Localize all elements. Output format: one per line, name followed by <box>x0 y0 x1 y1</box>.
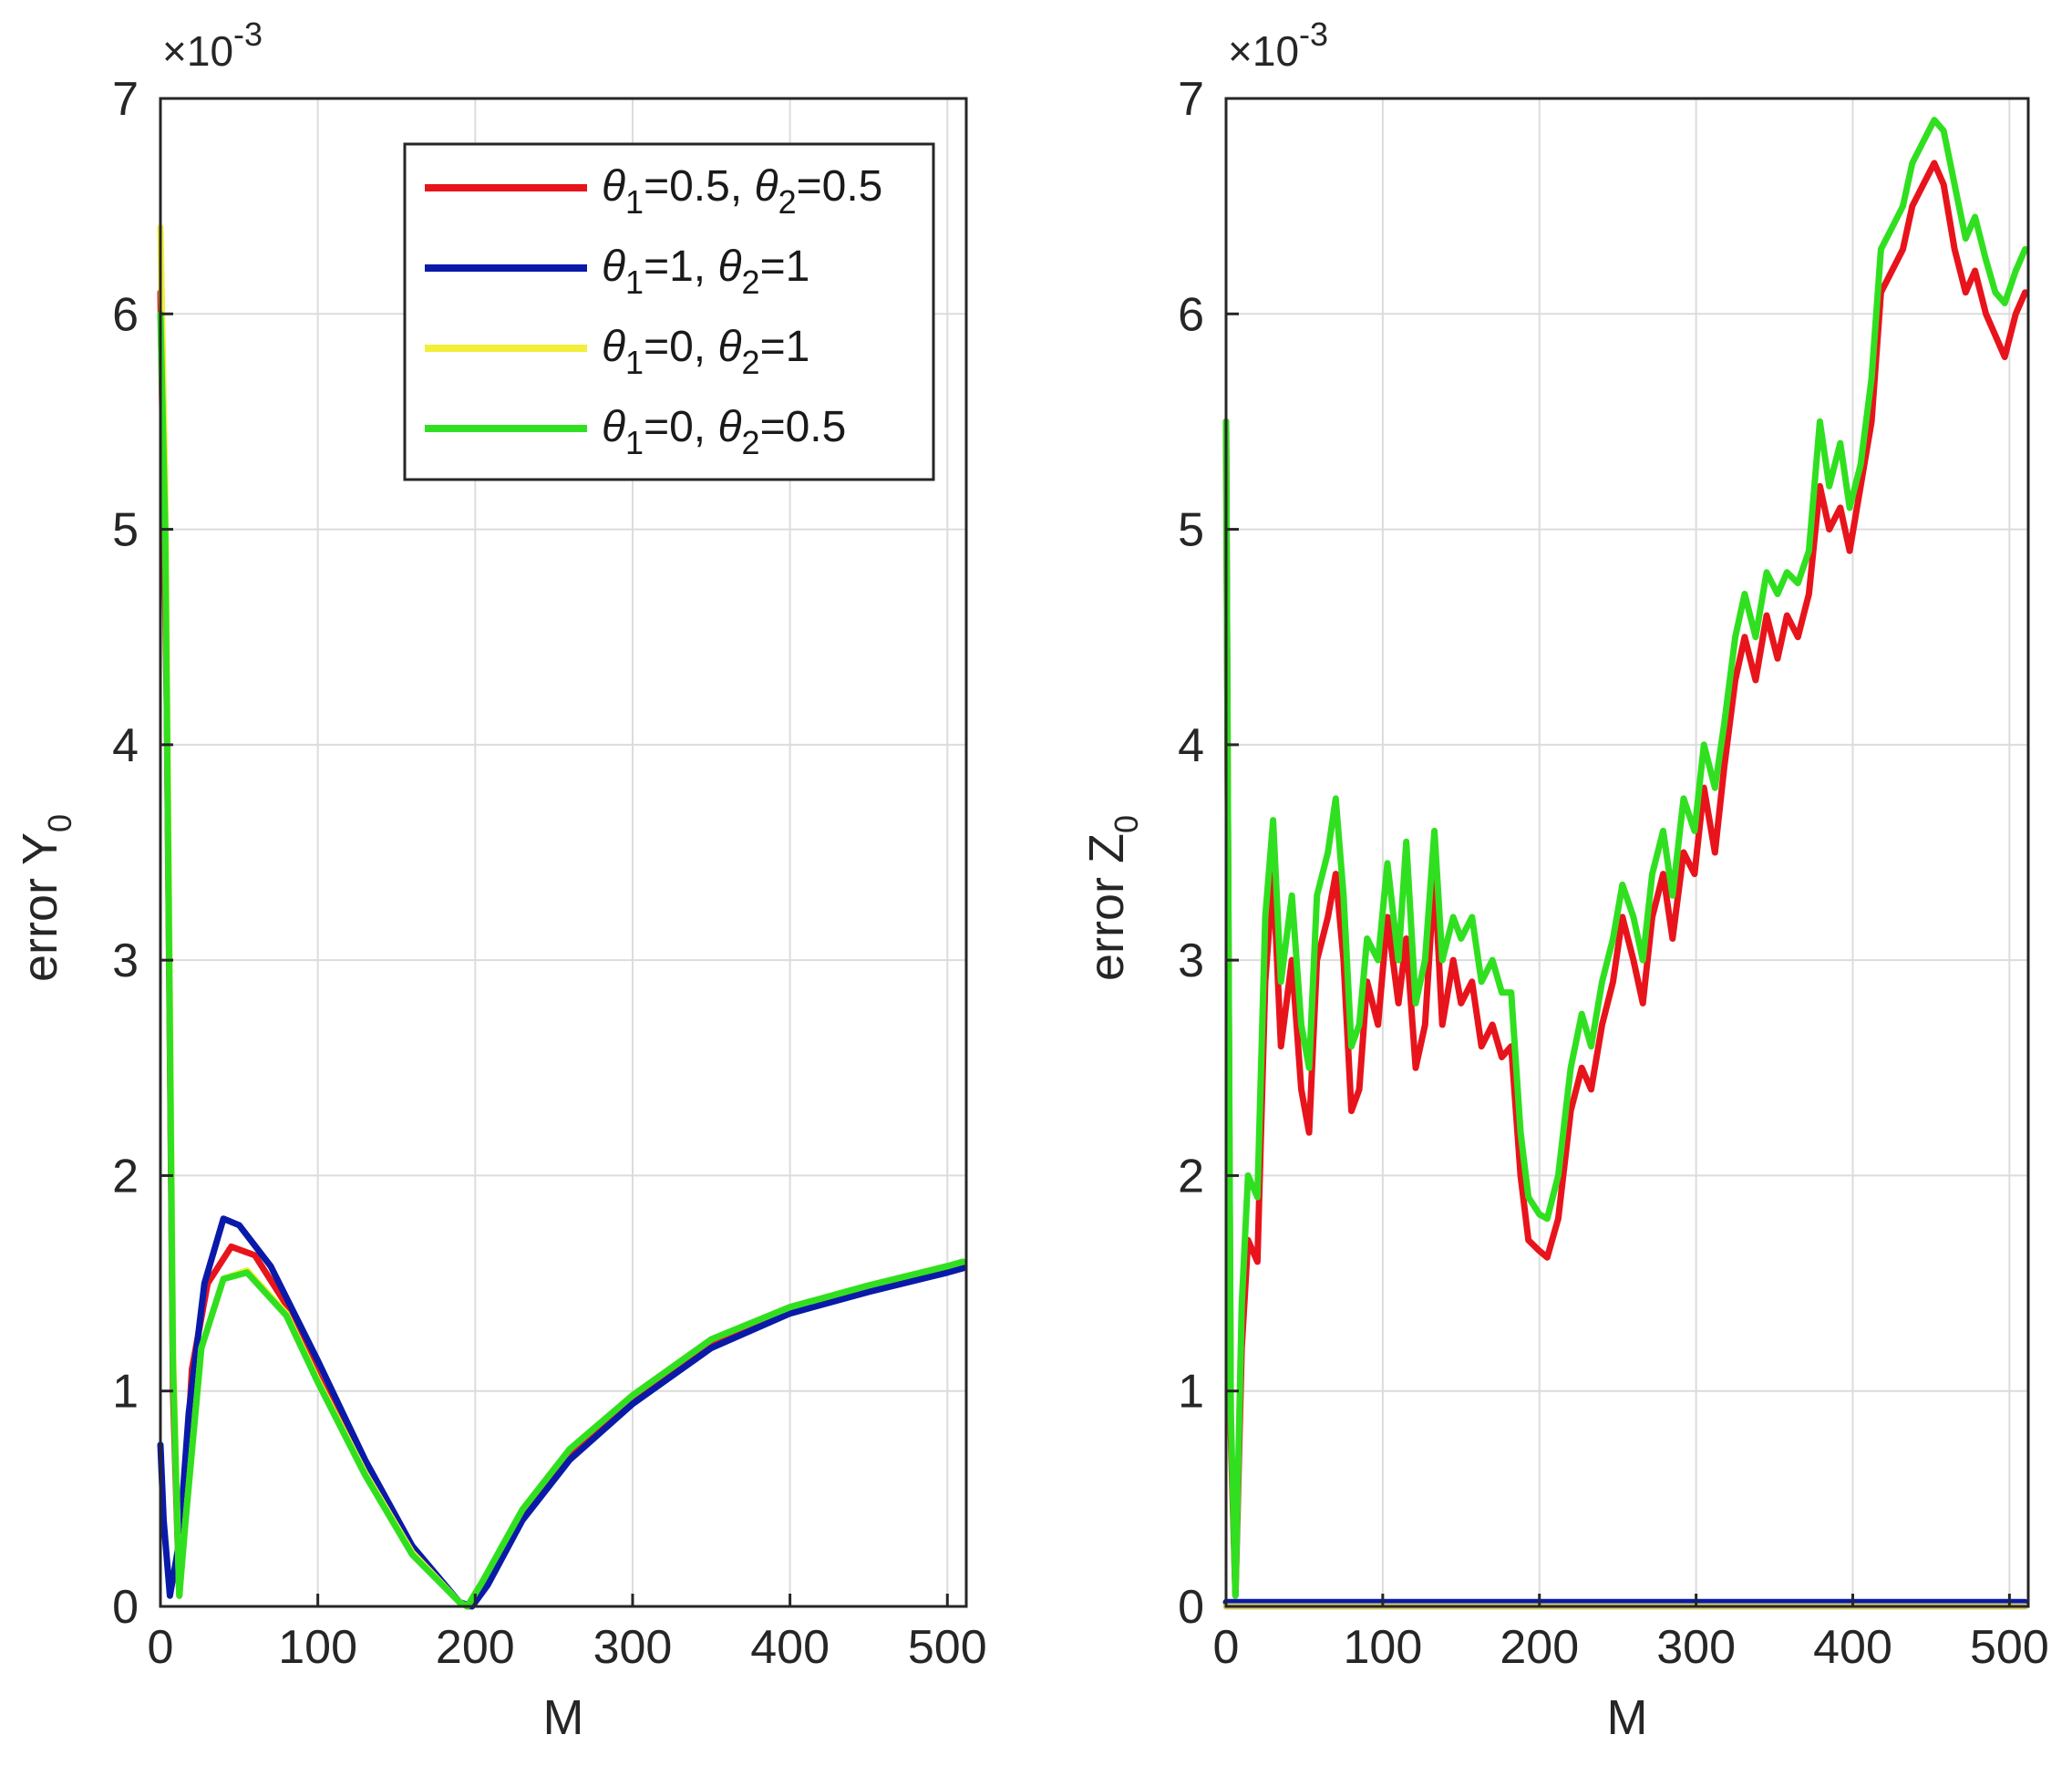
series-line-2 <box>157 1215 966 1610</box>
x-tick-labels: 0 100 200 300 400 500 <box>1213 1621 2049 1674</box>
y-tick-labels: 0 1 2 3 4 5 6 7 <box>1178 73 1204 1634</box>
plot-error-z0: 0 100 200 300 400 500 0 1 2 3 4 5 6 7 ×10-3 M error … <box>1079 15 2049 1745</box>
x-tick-labels: 0 100 200 300 400 500 <box>148 1621 987 1674</box>
y-tick-label: 1 <box>1178 1366 1204 1419</box>
x-tick-label: 200 <box>436 1621 515 1674</box>
legend-box <box>403 142 935 481</box>
y-tick-labels: 0 1 2 3 4 5 6 7 <box>112 73 139 1634</box>
y-tick-label: 4 <box>112 719 139 772</box>
y-tick-label: 0 <box>1178 1581 1204 1634</box>
grid-lines <box>1225 98 2028 1607</box>
x-axis-label: M <box>1607 1690 1648 1745</box>
x-tick-label: 200 <box>1500 1621 1579 1674</box>
y-exponent-label: ×10-3 <box>162 15 263 75</box>
legend-entry: θ1=0.5, θ2=0.5 <box>602 162 882 221</box>
tick-marks <box>1224 97 2028 1608</box>
series-line-4 <box>157 310 966 1610</box>
y-tick-label: 6 <box>112 288 139 341</box>
x-tick-label: 0 <box>148 1621 174 1674</box>
x-axis-label: M <box>543 1690 584 1745</box>
series-line-4 <box>1222 117 2029 1599</box>
series-line-1 <box>1222 160 2029 1599</box>
series-lines <box>1222 117 2029 1610</box>
x-tick-label: 400 <box>750 1621 830 1674</box>
y-tick-label: 2 <box>112 1150 139 1203</box>
legend-entry: θ1=0, θ2=1 <box>602 323 809 381</box>
x-tick-label: 100 <box>278 1621 357 1674</box>
series-lines <box>157 224 966 1610</box>
y-axis-label: error Z0 <box>1079 815 1145 981</box>
plot-error-y0: 0 100 200 300 400 500 0 1 2 3 4 5 6 7 ×10-3 M error … <box>13 15 987 1745</box>
axes-box <box>1224 97 2030 1608</box>
y-tick-label: 5 <box>1178 504 1204 557</box>
x-tick-label: 0 <box>1213 1621 1240 1674</box>
x-tick-label: 300 <box>593 1621 673 1674</box>
y-tick-label: 0 <box>112 1581 139 1634</box>
y-axis-label: error Y0 <box>13 814 78 982</box>
legend: θ1=0.5, θ2=0.5 θ1=1, θ2=1 θ1=0, θ2=1 θ1=0, … <box>403 142 935 481</box>
y-tick-label: 6 <box>1178 288 1204 341</box>
y-exponent-label: ×10-3 <box>1228 15 1328 75</box>
y-tick-label: 1 <box>112 1366 139 1419</box>
y-tick-label: 3 <box>1178 934 1204 987</box>
x-tick-label: 100 <box>1343 1621 1422 1674</box>
x-tick-label: 500 <box>1970 1621 2049 1674</box>
y-tick-label: 4 <box>1178 719 1204 772</box>
y-tick-label: 7 <box>112 73 139 126</box>
tick-marks <box>159 97 966 1608</box>
x-tick-label: 300 <box>1656 1621 1736 1674</box>
y-tick-label: 5 <box>112 504 139 557</box>
y-tick-label: 2 <box>1178 1150 1204 1203</box>
legend-entry: θ1=0, θ2=0.5 <box>602 403 846 461</box>
x-tick-label: 400 <box>1813 1621 1892 1674</box>
y-tick-label: 3 <box>112 934 139 987</box>
legend-entry: θ1=1, θ2=1 <box>602 243 809 301</box>
series-line-1 <box>157 289 966 1610</box>
y-tick-label: 7 <box>1178 73 1204 126</box>
x-tick-label: 500 <box>908 1621 987 1674</box>
